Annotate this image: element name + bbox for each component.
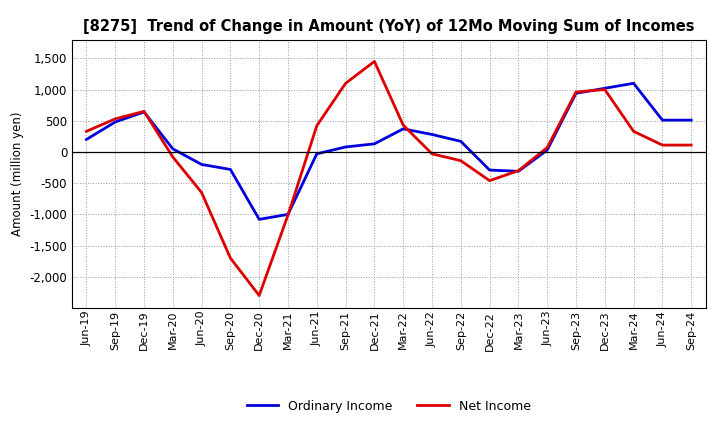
Net Income (111, 116, 120, 121)
Ordinary Income (111, 119, 120, 125)
Net Income (341, 81, 350, 86)
Net Income (82, 129, 91, 134)
Ordinary Income (658, 117, 667, 123)
Net Income (284, 213, 292, 218)
Ordinary Income (399, 126, 408, 132)
Ordinary Income (543, 147, 552, 153)
Ordinary Income (687, 117, 696, 123)
Ordinary Income (168, 146, 177, 151)
Ordinary Income (629, 81, 638, 86)
Ordinary Income (226, 167, 235, 172)
Line: Ordinary Income: Ordinary Income (86, 83, 691, 220)
Ordinary Income (428, 132, 436, 137)
Net Income (255, 293, 264, 298)
Ordinary Income (82, 137, 91, 142)
Ordinary Income (572, 91, 580, 96)
Ordinary Income (341, 144, 350, 150)
Net Income (514, 168, 523, 173)
Ordinary Income (600, 86, 609, 91)
Net Income (140, 109, 148, 114)
Net Income (543, 145, 552, 150)
Title: [8275]  Trend of Change in Amount (YoY) of 12Mo Moving Sum of Incomes: [8275] Trend of Change in Amount (YoY) o… (83, 19, 695, 34)
Net Income (485, 178, 494, 183)
Legend: Ordinary Income, Net Income: Ordinary Income, Net Income (242, 395, 536, 418)
Net Income (312, 123, 321, 128)
Y-axis label: Amount (million yen): Amount (million yen) (11, 112, 24, 236)
Net Income (658, 143, 667, 148)
Net Income (687, 143, 696, 148)
Ordinary Income (140, 110, 148, 115)
Net Income (197, 190, 206, 195)
Net Income (629, 129, 638, 134)
Ordinary Income (370, 141, 379, 147)
Net Income (370, 59, 379, 64)
Ordinary Income (255, 217, 264, 222)
Ordinary Income (284, 212, 292, 217)
Net Income (428, 151, 436, 157)
Net Income (572, 89, 580, 95)
Ordinary Income (485, 167, 494, 172)
Net Income (226, 256, 235, 261)
Net Income (600, 87, 609, 92)
Net Income (399, 122, 408, 128)
Ordinary Income (197, 162, 206, 167)
Net Income (168, 154, 177, 160)
Ordinary Income (312, 151, 321, 157)
Ordinary Income (456, 139, 465, 144)
Ordinary Income (514, 169, 523, 174)
Line: Net Income: Net Income (86, 62, 691, 296)
Net Income (456, 158, 465, 163)
